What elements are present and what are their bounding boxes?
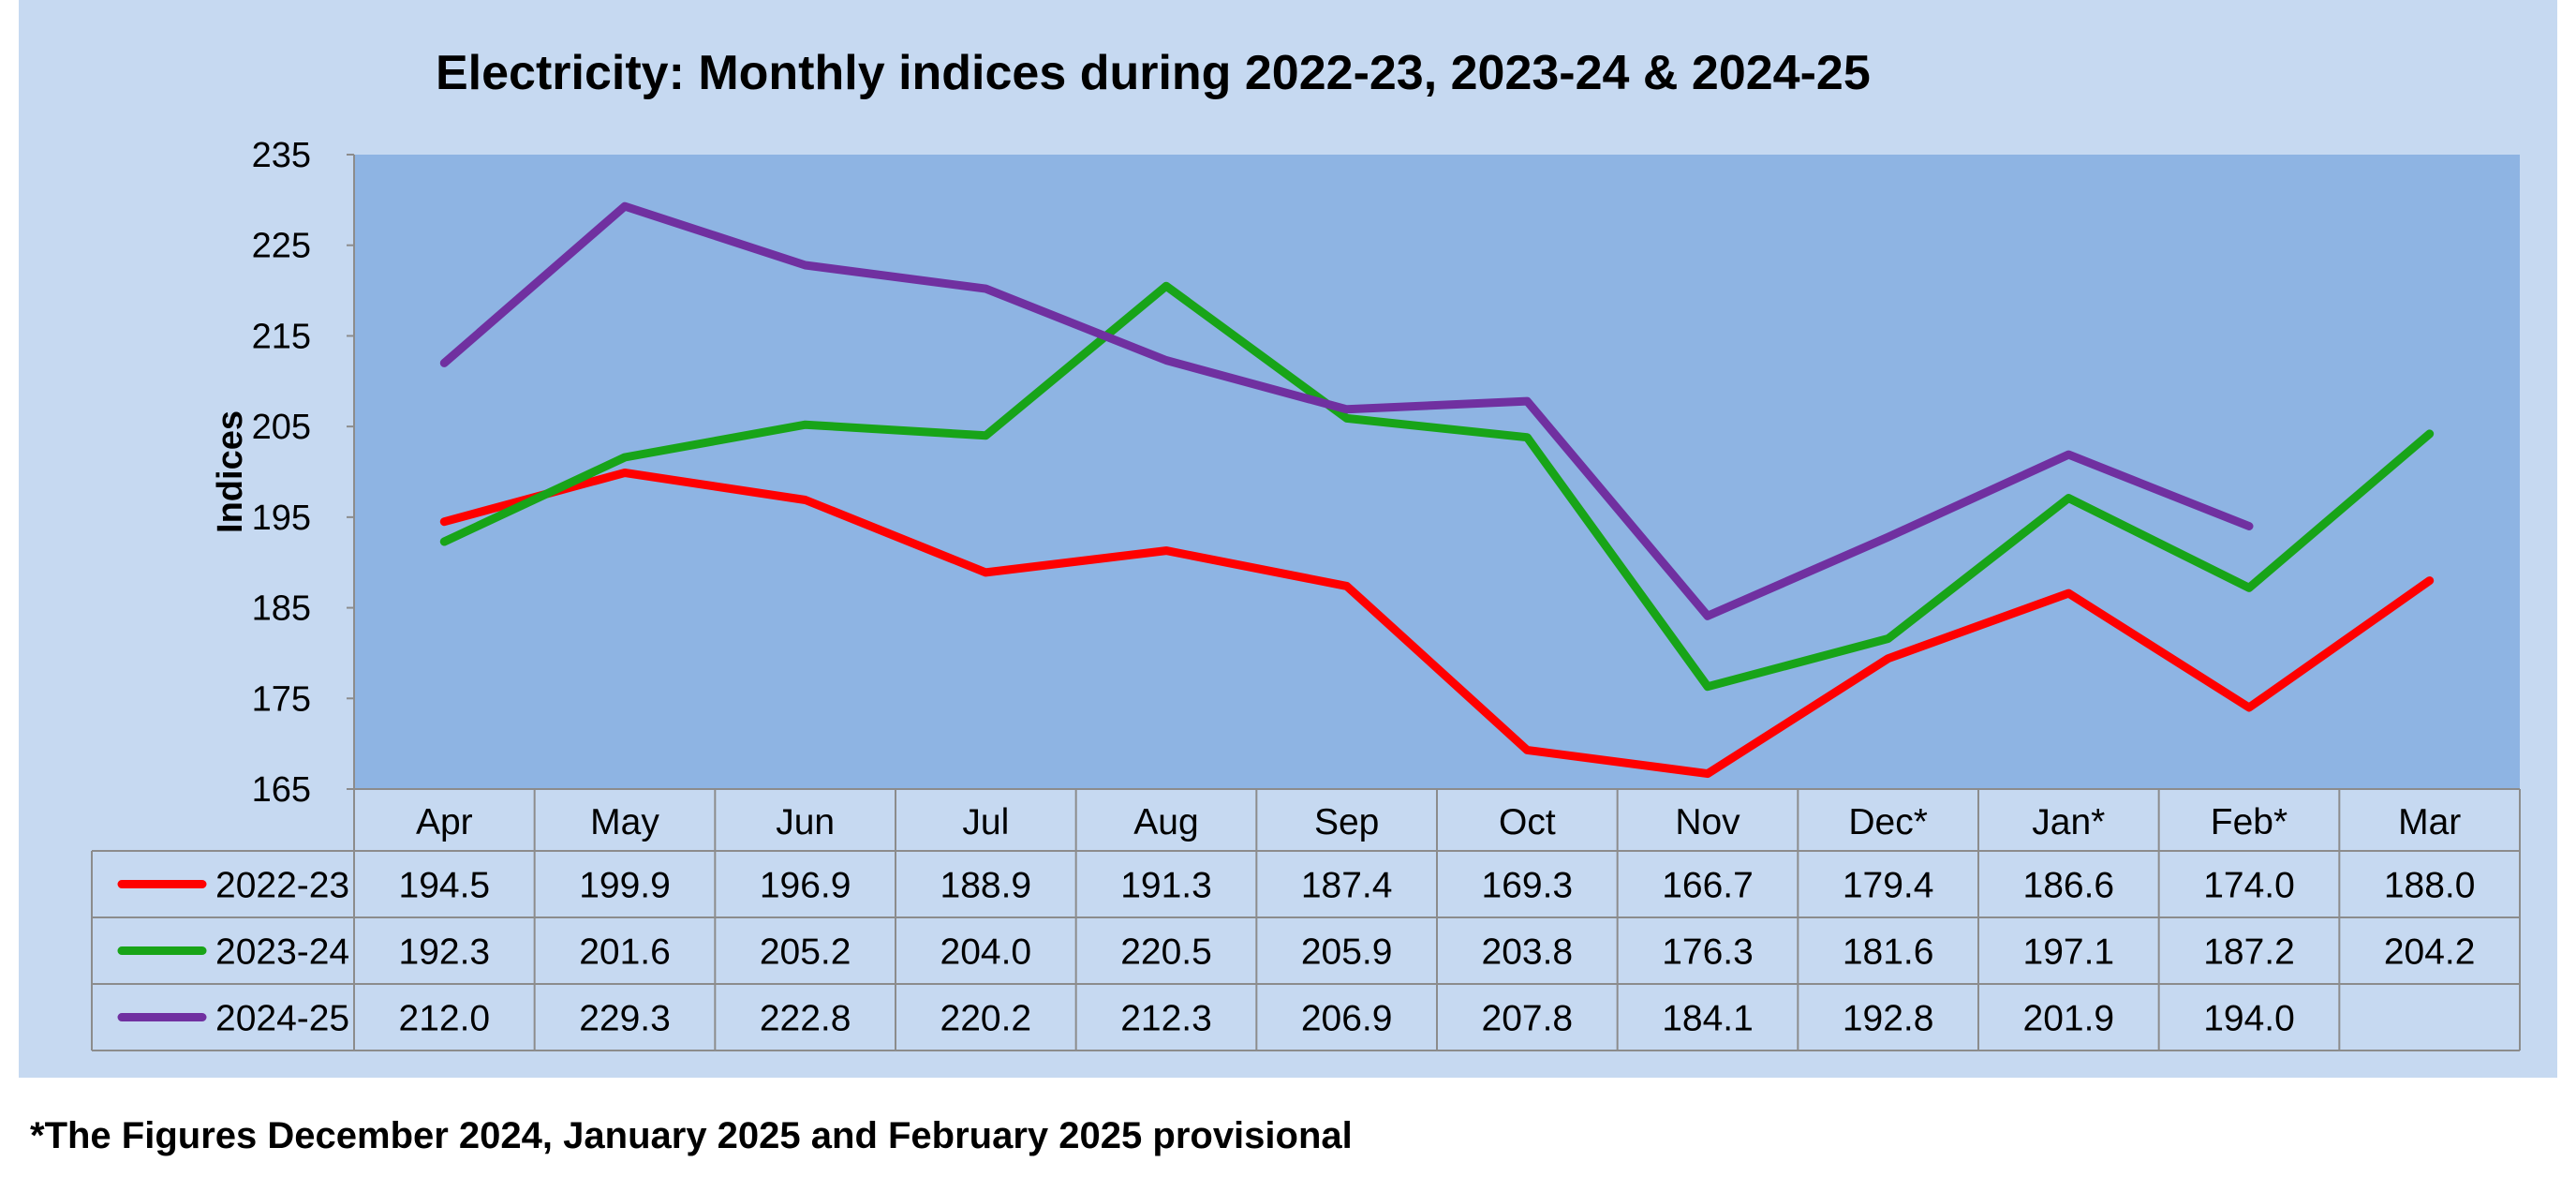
table-cell-value: 194.0 (2203, 999, 2295, 1039)
table-cell-value: 201.6 (579, 932, 671, 973)
table-cell-value: 191.3 (1120, 866, 1212, 906)
x-category-label: Feb* (2211, 802, 2287, 842)
y-tick-label: 185 (252, 589, 311, 629)
table-cell-value: 205.2 (760, 932, 851, 973)
table-cell-value: 205.9 (1301, 932, 1393, 973)
table-cell-value: 169.3 (1482, 866, 1574, 906)
table-cell-value: 212.0 (399, 999, 491, 1039)
table-cell-value: 201.9 (2023, 999, 2115, 1039)
y-axis-label: Indices (211, 410, 250, 533)
y-tick-label: 205 (252, 408, 311, 447)
y-tick-label: 235 (252, 136, 311, 175)
line-chart: Electricity: Monthly indices during 2022… (91, 46, 2521, 1051)
table-cell-value: 188.9 (940, 866, 1032, 906)
legend-label: 2024-25 (215, 999, 349, 1039)
table-cell-value: 192.8 (1843, 999, 1934, 1039)
plot-area (354, 155, 2520, 789)
table-cell-value: 187.2 (2203, 932, 2295, 973)
table-cell-value: 192.3 (399, 932, 491, 973)
table-cell-value: 197.1 (2023, 932, 2115, 973)
table-cell-value: 220.5 (1120, 932, 1212, 973)
x-category-label: Jul (962, 802, 1009, 842)
table-cell-value: 212.3 (1120, 999, 1212, 1039)
x-category-label: Apr (416, 802, 473, 842)
table-cell-value: 174.0 (2203, 866, 2295, 906)
chart-title: Electricity: Monthly indices during 2022… (436, 46, 1871, 100)
table-cell-value: 229.3 (579, 999, 671, 1039)
x-category-label: Aug (1133, 802, 1198, 842)
table-cell-value: 184.1 (1662, 999, 1754, 1039)
table-cell-value: 222.8 (760, 999, 851, 1039)
x-category-label: Sep (1314, 802, 1379, 842)
table-cell-value: 207.8 (1482, 999, 1574, 1039)
table-cell-value: 179.4 (1843, 866, 1934, 906)
y-tick-label: 165 (252, 770, 311, 810)
x-category-label: Dec* (1848, 802, 1928, 842)
table-cell-value: 204.0 (940, 932, 1032, 973)
table-cell-value: 220.2 (940, 999, 1032, 1039)
y-tick-label: 175 (252, 679, 311, 719)
series-line-2022-23 (439, 469, 2435, 779)
y-tick-label: 225 (252, 227, 311, 266)
legend-label: 2023-24 (215, 932, 349, 973)
x-category-label: May (590, 802, 659, 842)
x-category-label: Nov (1675, 802, 1740, 842)
y-tick-label: 215 (252, 317, 311, 356)
x-category-label: Jan* (2032, 802, 2105, 842)
table-cell-value: 181.6 (1843, 932, 1934, 973)
x-category-label: Oct (1499, 802, 1556, 842)
table-cell-value: 194.5 (399, 866, 491, 906)
y-axis: 165 175 185 195 205 215 225 235 (252, 136, 355, 810)
y-tick-label: 195 (252, 499, 311, 538)
x-category-label: Mar (2398, 802, 2461, 842)
table-cell-value: 188.0 (2384, 866, 2476, 906)
footnote: *The Figures December 2024, January 2025… (30, 1115, 1353, 1156)
table-cell-value: 199.9 (579, 866, 671, 906)
table-cell-value: 206.9 (1301, 999, 1393, 1039)
x-category-label: Jun (776, 802, 835, 842)
series-line-2024-25 (439, 201, 2254, 620)
series-line-2023-24 (439, 281, 2435, 692)
data-table: Apr May Jun Jul Aug Sep Oct Nov Dec* Jan* Feb* Mar 2… (91, 788, 2521, 1051)
table-cell-value: 203.8 (1482, 932, 1574, 973)
chart-area: Electricity: Monthly indices during 2022… (19, 0, 2557, 1078)
table-cell-value: 176.3 (1662, 932, 1754, 973)
table-cell-value: 186.6 (2023, 866, 2115, 906)
legend-label: 2022-23 (215, 866, 349, 906)
table-cell-value: 204.2 (2384, 932, 2476, 973)
series-lines (439, 201, 2435, 779)
table-cell-value: 196.9 (760, 866, 851, 906)
table-cell-value: 187.4 (1301, 866, 1393, 906)
table-cell-value: 166.7 (1662, 866, 1754, 906)
